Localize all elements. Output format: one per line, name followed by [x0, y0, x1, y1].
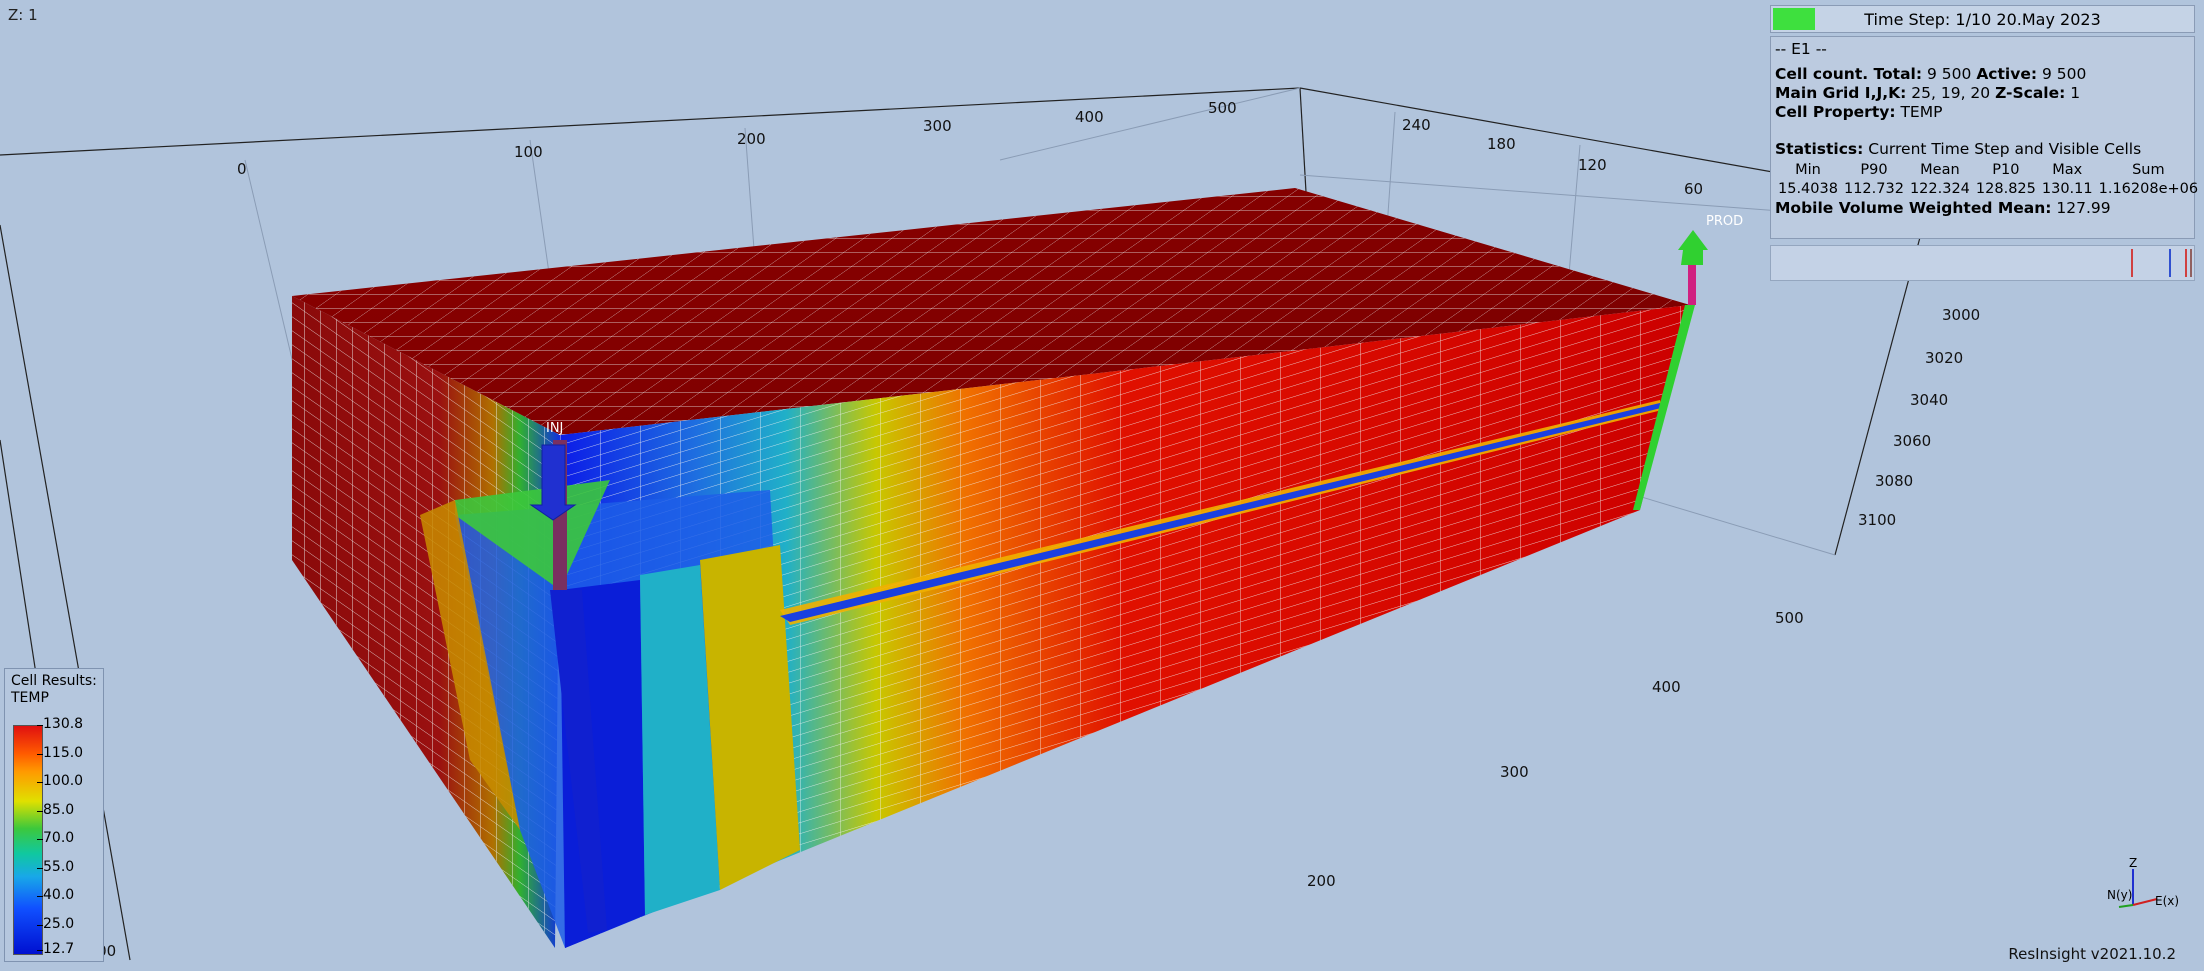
- axis-labels-bottom: 500 400 300 200: [1307, 609, 1804, 890]
- producer-label: PROD: [1706, 214, 1743, 229]
- stats-col-max: Max 130.11: [2041, 162, 2093, 197]
- zscale-value: 1: [2070, 84, 2081, 102]
- axis-tick: 3000: [1942, 306, 1980, 324]
- legend-tick: 40.0: [36, 887, 75, 903]
- version-label: ResInsight v2021.10.2: [2008, 945, 2176, 963]
- gizmo-n-label: N(y): [2107, 888, 2132, 902]
- cell-count-label: Cell count. Total:: [1775, 65, 1923, 83]
- active-count: 9 500: [2041, 65, 2087, 83]
- stats-col-mean: Mean 122.324: [1909, 162, 1970, 197]
- case-name: -- E1 --: [1775, 40, 1827, 58]
- timestep-label: Time Step: 1/10 20.May 2023: [1864, 10, 2101, 29]
- legend-tick: 55.0: [36, 859, 75, 875]
- info-box: -- E1 -- Cell count. Total: 9 500 Active…: [1770, 36, 2198, 239]
- legend-tick: 70.0: [36, 830, 75, 846]
- gizmo-e-label: E(x): [2155, 894, 2179, 908]
- stats-col-min: Min 15.4038: [1778, 162, 1838, 197]
- cell-count-row: Cell count. Total: 9 500 Active: 9 500: [1775, 65, 2190, 84]
- axis-tick: 3100: [1858, 511, 1896, 529]
- axis-tick: 60: [1684, 180, 1703, 198]
- z-indicator: Z: 1: [8, 6, 38, 24]
- timestep-progress: [1773, 8, 1815, 30]
- grid-dims: 25, 19, 20: [1911, 84, 1991, 102]
- stats-label: Statistics:: [1775, 140, 1864, 158]
- zscale-label: Z-Scale:: [1995, 84, 2066, 102]
- injector-well[interactable]: INJ: [529, 421, 607, 933]
- histogram-p10-marker: [2131, 249, 2133, 277]
- stats-table: Min 15.4038 P90 112.732 Mean 122.324 P10 128…: [1775, 161, 2198, 199]
- axis-tick: 100: [514, 143, 543, 161]
- legend-tick: 85.0: [36, 802, 75, 818]
- active-label: Active:: [1976, 65, 2038, 83]
- axis-tick: 3060: [1893, 432, 1931, 450]
- axis-tick: 3040: [1910, 391, 1948, 409]
- legend-tick: 12.7: [36, 941, 75, 957]
- property-row: Cell Property: TEMP: [1775, 103, 2190, 122]
- axis-tick: 180: [1487, 135, 1516, 153]
- axis-tick: 400: [1075, 108, 1104, 126]
- histogram-mean-marker: [2169, 249, 2171, 277]
- axis-tick: 3020: [1925, 349, 1963, 367]
- histogram-max-marker: [2185, 249, 2187, 277]
- grid-label: Main Grid I,J,K:: [1775, 84, 1907, 102]
- axis-tick: 300: [923, 117, 952, 135]
- mobile-mean-row: Mobile Volume Weighted Mean: 127.99: [1775, 199, 2190, 218]
- legend-tick: 130.8: [36, 716, 84, 732]
- grid-dims-row: Main Grid I,J,K: 25, 19, 20 Z-Scale: 1: [1775, 84, 2190, 103]
- stats-col-p90: P90 112.732: [1843, 162, 1904, 197]
- axis-tick: 500: [1775, 609, 1804, 627]
- stats-title-row: Statistics: Current Time Step and Visibl…: [1775, 140, 2190, 159]
- timestep-bar[interactable]: Time Step: 1/10 20.May 2023: [1770, 5, 2195, 33]
- property-label: Cell Property:: [1775, 103, 1896, 121]
- stats-scope: Current Time Step and Visible Cells: [1868, 140, 2142, 158]
- stats-col-sum: Sum 1.16208e+06: [2098, 162, 2199, 197]
- axis-labels-top-x: 0 100 200 300 400 500: [237, 99, 1237, 178]
- histogram-bar: [2190, 249, 2192, 277]
- orientation-gizmo[interactable]: Z N(y) E(x): [2105, 855, 2185, 935]
- injector-label: INJ: [546, 421, 563, 436]
- legend-title: Cell Results: TEMP: [11, 673, 97, 706]
- axis-labels-top-y: 240 180 120 60: [1402, 116, 1703, 198]
- axis-tick: 200: [1307, 872, 1336, 890]
- producer-well[interactable]: PROD: [1633, 214, 1743, 510]
- axis-tick: 500: [1208, 99, 1237, 117]
- axis-tick: 0: [237, 160, 247, 178]
- mobile-mean-label: Mobile Volume Weighted Mean:: [1775, 199, 2052, 217]
- color-legend[interactable]: Cell Results: TEMP 130.8 115.0 100.0 85.…: [4, 668, 104, 962]
- legend-tick: 25.0: [36, 916, 75, 932]
- stats-col-p10: P10 128.825: [1975, 162, 2036, 197]
- axis-tick: 300: [1500, 763, 1529, 781]
- axis-tick: 400: [1652, 678, 1681, 696]
- cell-total: 9 500: [1927, 65, 1972, 83]
- axis-tick: 120: [1578, 156, 1607, 174]
- histogram: [1770, 245, 2195, 281]
- axis-tick: 3080: [1875, 472, 1913, 490]
- legend-color-bar: [13, 725, 43, 955]
- axis-tick: 240: [1402, 116, 1431, 134]
- axis-tick: 200: [737, 130, 766, 148]
- property-value: TEMP: [1900, 103, 1943, 121]
- gizmo-z-label: Z: [2129, 856, 2137, 870]
- legend-tick: 100.0: [36, 773, 84, 789]
- axis-labels-depth: 3000 3020 3040 3060 3080 3100: [1858, 306, 1980, 529]
- legend-tick: 115.0: [36, 745, 84, 761]
- mobile-mean-value: 127.99: [2056, 199, 2111, 217]
